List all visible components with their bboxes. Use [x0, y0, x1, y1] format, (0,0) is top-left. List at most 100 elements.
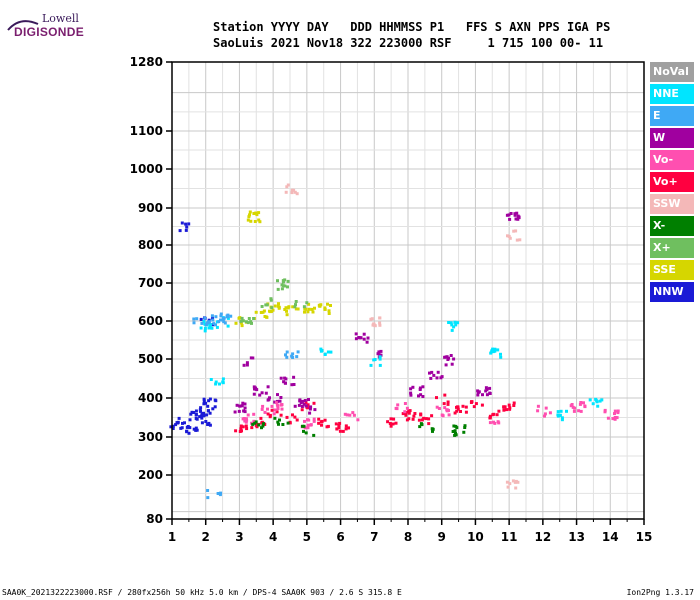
- data-point-nne: [489, 347, 503, 359]
- data-point-nne: [588, 397, 604, 408]
- data-point-sse: [246, 210, 262, 224]
- legend-item-ssw: SSW: [650, 194, 694, 214]
- legend-item-nnw: NNW: [650, 282, 694, 302]
- header-line1: Station YYYY DAY DDD HHMMSS P1 FFS S AXN…: [213, 20, 611, 34]
- data-point-vo-: [273, 401, 284, 412]
- data-point-x-: [293, 300, 309, 309]
- legend: NoVal NNE E W Vo- Vo+ SSW X- X+ SSE NNW: [650, 62, 694, 304]
- legend-item-vo-: Vo+: [650, 172, 694, 192]
- data-point-vo-: [394, 402, 409, 414]
- data-point-x-: [276, 278, 290, 291]
- data-point-sse: [283, 305, 300, 317]
- x-tick-label: 7: [370, 530, 378, 544]
- data-point-ssw: [505, 479, 520, 490]
- footer-info: SAA0K_2021322223000.RSF / 280fx256h 50 k…: [2, 588, 402, 597]
- data-point-w: [308, 405, 317, 415]
- header-line2: SaoLuis 2021 Nov18 322 223000 RSF 1 715 …: [213, 36, 604, 50]
- data-point-vo-: [453, 404, 468, 415]
- data-point-nnw: [198, 406, 215, 418]
- data-point-nne: [556, 409, 568, 422]
- data-point-vo-: [603, 408, 620, 421]
- data-point-vo-: [435, 393, 450, 406]
- data-point-e: [219, 312, 233, 325]
- station-header: Station YYYY DAY DDD HHMMSS P1 FFS S AXN…: [213, 19, 610, 51]
- data-point-vo-: [435, 405, 451, 418]
- data-point-vo-: [488, 409, 501, 420]
- plot-grid: [171, 62, 645, 519]
- legend-item-x-: X-: [650, 216, 694, 236]
- legend-item-e: E: [650, 106, 694, 126]
- legend-item-nne: NNE: [650, 84, 694, 104]
- legend-item-x-: X+: [650, 238, 694, 258]
- x-tick-label: 1: [168, 530, 176, 544]
- data-point-sse: [303, 302, 316, 314]
- data-point-w: [443, 354, 456, 367]
- data-point-x-: [418, 422, 435, 433]
- y-tick-label: 80: [146, 512, 163, 526]
- data-point-x-: [239, 316, 256, 325]
- data-point-x-: [273, 416, 290, 426]
- data-point-ssw: [284, 183, 299, 196]
- y-tick-label: 300: [138, 430, 163, 444]
- data-point-vo-: [502, 401, 516, 412]
- legend-item-noval: NoVal: [650, 62, 694, 82]
- data-point-nnw: [178, 221, 191, 233]
- y-tick-label: 900: [138, 201, 163, 215]
- data-point-x-: [260, 297, 274, 310]
- data-point-nnw: [195, 416, 212, 427]
- data-point-e: [284, 350, 300, 359]
- data-point-x-: [251, 420, 266, 430]
- data-point-vo-: [536, 404, 552, 418]
- data-point-w: [252, 385, 270, 397]
- data-point-w: [476, 386, 492, 397]
- y-tick-label: 600: [138, 314, 163, 328]
- x-tick-label: 4: [269, 530, 277, 544]
- data-point-vo-: [285, 413, 299, 425]
- footer-version: Ion2Png 1.3.17: [626, 588, 694, 597]
- data-point-nne: [319, 347, 333, 356]
- data-point-w: [428, 370, 444, 380]
- y-tick-label: 1280: [130, 55, 163, 69]
- data-point-vo-: [417, 412, 434, 426]
- data-point-w: [505, 211, 521, 221]
- x-tick-label: 5: [303, 530, 311, 544]
- data-point-vo-: [260, 404, 276, 416]
- data-point-w: [242, 356, 255, 367]
- legend-item-w: W: [650, 128, 694, 148]
- data-point-e: [206, 489, 223, 500]
- data-point-nne: [369, 355, 382, 367]
- data-point-vo-: [317, 417, 330, 429]
- x-tick-label: 15: [636, 530, 653, 544]
- data-point-vo-: [469, 400, 484, 409]
- data-point-nnw: [185, 425, 199, 435]
- data-point-w: [354, 332, 370, 344]
- data-point-vo-: [334, 421, 350, 433]
- data-point-vo-: [234, 424, 249, 433]
- legend-item-sse: SSE: [650, 260, 694, 280]
- plot-axes: 1 2 3 4 5 6 7 8 9 10 11 12 13 14 158020030040050060070…: [130, 55, 653, 544]
- legend-item-vo-: Vo-: [650, 150, 694, 170]
- data-point-sse: [252, 309, 269, 320]
- data-point-nnw: [202, 397, 218, 409]
- data-point-w: [279, 375, 296, 387]
- x-tick-label: 11: [501, 530, 518, 544]
- logo-line1: Lowell: [42, 12, 79, 25]
- data-point-vo-: [343, 411, 360, 422]
- data-point-x-: [451, 424, 467, 437]
- data-point-nne: [209, 377, 225, 386]
- x-tick-label: 9: [438, 530, 446, 544]
- data-point-vo-: [488, 420, 501, 425]
- y-tick-label: 200: [138, 468, 163, 482]
- x-tick-label: 12: [535, 530, 552, 544]
- digisonde-logo: Lowell DIGISONDE: [6, 10, 84, 44]
- x-tick-label: 10: [467, 530, 484, 544]
- logo-swoosh-icon: [7, 20, 39, 31]
- data-point-w: [409, 385, 425, 398]
- data-point-sse: [317, 302, 332, 315]
- y-tick-label: 400: [138, 391, 163, 405]
- x-tick-label: 3: [235, 530, 243, 544]
- data-point-nne: [447, 320, 460, 332]
- plot-data: [169, 183, 620, 500]
- data-point-ssw: [506, 229, 522, 242]
- data-point-w: [233, 401, 247, 414]
